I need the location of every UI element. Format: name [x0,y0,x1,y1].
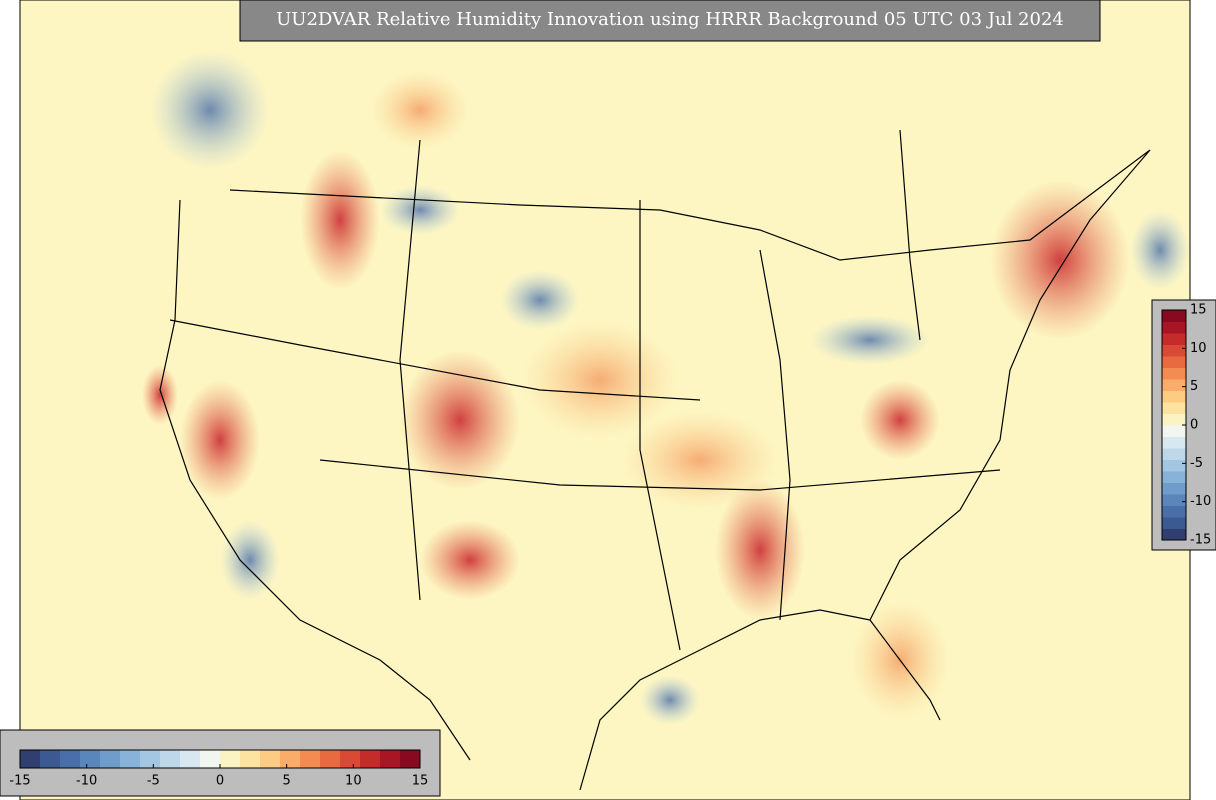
colorbar-segment [160,750,181,768]
colorbar-tick-label: 10 [345,774,362,789]
colorbar-segment [60,750,81,768]
colorbar-segment [260,750,281,768]
map-title: UU2DVAR Relative Humidity Innovation usi… [276,9,1064,30]
colorbar-tick-label: 15 [412,774,429,789]
colorbar-tick-label: 10 [1190,341,1207,356]
colorbar-segment [1162,402,1186,414]
colorbar-segment [280,750,301,768]
colorbar-segment [1162,505,1186,518]
colorbar-segment [320,750,341,768]
colorbar-segment [220,750,241,768]
boundaries [159,129,1151,791]
colorbar-tick-label: 5 [283,774,291,789]
colorbar-segment [140,750,161,768]
colorbar-segment [100,750,121,768]
colorbar-tick-label: -5 [1190,456,1203,471]
colorbar-segment [300,750,321,768]
colorbar-segment [1162,425,1186,437]
colorbar-tick-label: -10 [76,774,97,789]
colorbar-segment [340,750,361,768]
colorbar-segment [360,750,381,768]
colorbar-segment [1162,528,1186,541]
colorbar-segment [400,750,421,768]
colorbar-tick-label: -5 [147,774,160,789]
title-box [239,0,1101,42]
colorbar-segment [20,750,41,768]
colorbar-segment [1162,321,1186,334]
colorbar-segment [380,750,401,768]
colorbar-segment [1162,517,1186,529]
colorbar-segment [1162,333,1186,345]
colorbar-segment [1162,448,1186,460]
colorbar-segment [200,750,221,768]
map [19,0,1191,800]
colorbar-tick-label: 0 [1190,418,1198,433]
colorbar-segment [40,750,61,768]
colorbar-segment [1162,436,1186,449]
colorbar-tick-label: -15 [1190,533,1211,548]
colorbar-tick-label: 5 [1190,379,1198,394]
colorbar-segment [1162,344,1186,357]
colorbar-segment [1162,471,1186,483]
colorbar-segment [1162,413,1186,426]
colorbar-segment [1162,459,1186,472]
colorbar-segment [1162,356,1186,368]
colorbar-segment [1162,379,1186,391]
colorbar-segment [1162,367,1186,380]
colorbar-segment [1162,310,1186,322]
colorbar-tick-label: 0 [216,774,224,789]
colorbar-tick-label: -15 [9,774,30,789]
colorbar-segment [1162,390,1186,403]
colorbar-segment [120,750,141,768]
colorbar-tick-label: 15 [1190,303,1207,318]
colorbar-segment [80,750,101,768]
colorbar-segment [180,750,201,768]
colorbar-tick-label: -10 [1190,494,1211,509]
colorbar-segment [240,750,261,768]
colorbar-segment [1162,482,1186,495]
colorbar-segment [1162,494,1186,506]
